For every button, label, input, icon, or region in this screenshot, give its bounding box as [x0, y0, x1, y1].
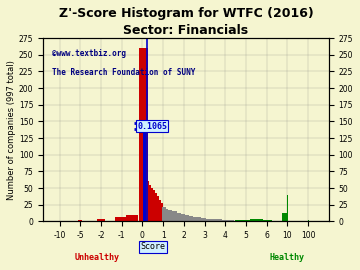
- Text: ©www.textbiz.org: ©www.textbiz.org: [51, 49, 126, 58]
- Bar: [250, 220, 262, 221]
- Bar: [203, 219, 210, 221]
- Bar: [199, 218, 206, 221]
- Bar: [257, 220, 268, 221]
- Bar: [153, 193, 157, 221]
- Bar: [219, 220, 227, 221]
- Y-axis label: Number of companies (997 total): Number of companies (997 total): [7, 60, 16, 200]
- Bar: [225, 220, 234, 221]
- Bar: [162, 207, 166, 221]
- Bar: [235, 220, 243, 221]
- Bar: [214, 220, 222, 221]
- Bar: [208, 220, 216, 221]
- Bar: [246, 220, 254, 221]
- Bar: [187, 216, 193, 221]
- Bar: [144, 181, 149, 221]
- Bar: [143, 122, 146, 221]
- Bar: [164, 209, 168, 221]
- Bar: [282, 213, 287, 221]
- Bar: [287, 220, 288, 221]
- Bar: [155, 196, 159, 221]
- Bar: [195, 217, 202, 221]
- Bar: [147, 185, 151, 221]
- Bar: [78, 220, 82, 221]
- Bar: [97, 220, 105, 221]
- Bar: [139, 48, 148, 221]
- Text: Score: Score: [140, 242, 165, 251]
- Bar: [149, 188, 153, 221]
- Bar: [126, 215, 138, 221]
- Bar: [116, 217, 128, 221]
- Bar: [191, 217, 197, 221]
- Bar: [159, 203, 163, 221]
- Bar: [157, 200, 161, 221]
- Text: Healthy: Healthy: [270, 253, 305, 262]
- Text: Unhealthy: Unhealthy: [75, 253, 120, 262]
- Title: Z'-Score Histogram for WTFC (2016)
Sector: Financials: Z'-Score Histogram for WTFC (2016) Secto…: [59, 7, 313, 37]
- Bar: [267, 220, 272, 221]
- Bar: [175, 213, 181, 221]
- Bar: [166, 210, 172, 221]
- Text: The Research Foundation of SUNY: The Research Foundation of SUNY: [51, 68, 195, 77]
- Bar: [179, 214, 185, 221]
- Text: 0.1065: 0.1065: [137, 122, 167, 131]
- Bar: [170, 211, 176, 221]
- Bar: [240, 220, 248, 221]
- Bar: [183, 215, 189, 221]
- Bar: [151, 190, 155, 221]
